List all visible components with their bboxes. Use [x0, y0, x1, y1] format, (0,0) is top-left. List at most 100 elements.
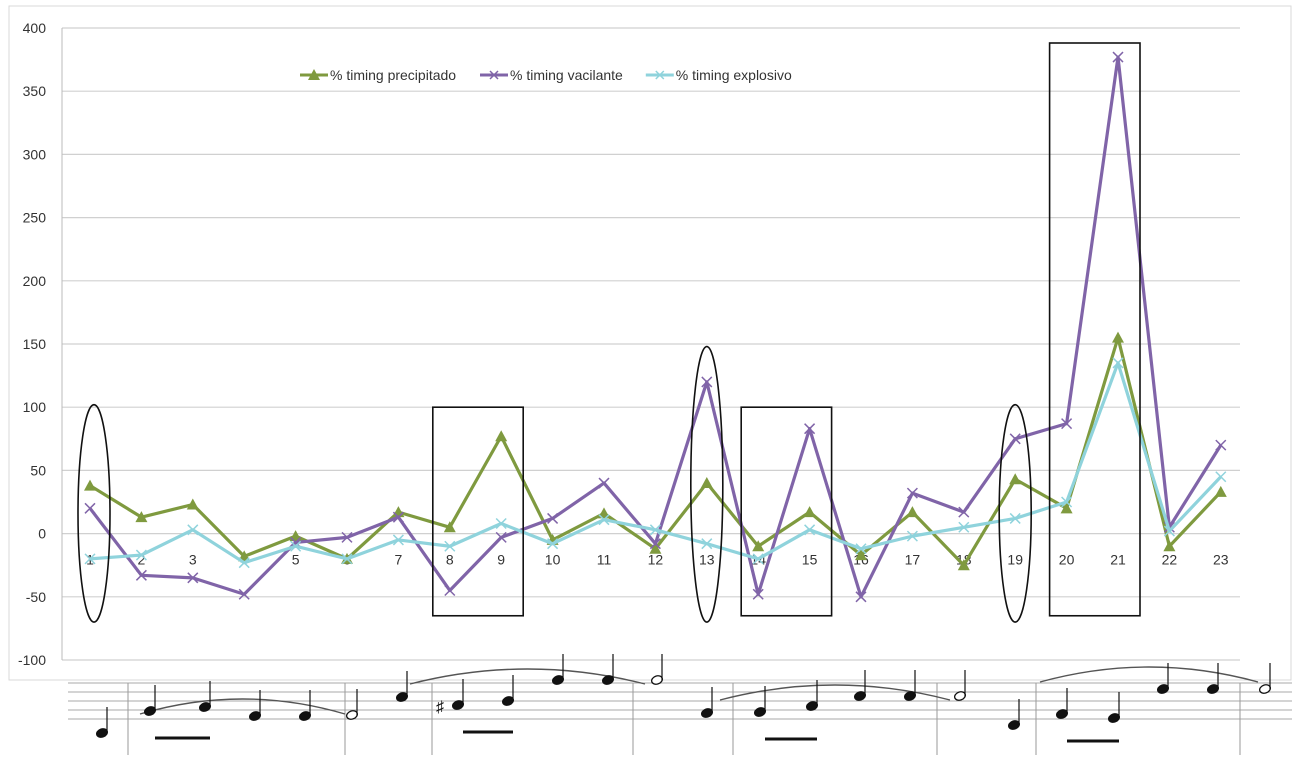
music-note — [502, 675, 514, 706]
legend-marker — [655, 70, 665, 80]
data-point — [495, 531, 507, 543]
music-note — [701, 687, 713, 718]
legend-label: % timing explosivo — [676, 67, 792, 83]
y-tick-label: 300 — [23, 146, 47, 162]
data-point — [598, 477, 610, 489]
slur — [409, 668, 646, 685]
data-point — [701, 376, 713, 388]
slur — [719, 684, 951, 701]
x-tick-label: 10 — [545, 552, 561, 568]
legend-label: % timing vacilante — [510, 67, 623, 83]
data-point — [186, 498, 199, 510]
music-note — [904, 670, 916, 701]
x-tick-label: 15 — [802, 552, 818, 568]
legend-label: % timing precipitado — [330, 67, 456, 83]
music-note — [1157, 663, 1169, 694]
legend-marker — [489, 70, 499, 80]
highlight-box — [740, 406, 833, 617]
music-note — [1259, 663, 1271, 694]
music-note — [1207, 663, 1219, 694]
series-layer — [84, 51, 1227, 603]
x-tick-label: 20 — [1059, 552, 1075, 568]
y-tick-label: 50 — [30, 462, 46, 478]
music-note — [144, 685, 156, 716]
data-point — [804, 524, 816, 536]
legend-item-2: % timing vacilante — [480, 67, 623, 83]
music-note — [806, 680, 818, 711]
data-point — [84, 502, 96, 514]
slur — [1039, 666, 1259, 683]
x-tick-label: 5 — [292, 552, 300, 568]
music-note — [96, 707, 108, 738]
data-point — [392, 534, 404, 546]
data-point — [906, 487, 918, 499]
y-tick-label: 0 — [38, 526, 46, 542]
sharp-sign: ♯ — [436, 699, 444, 716]
data-point — [752, 553, 764, 565]
data-point — [341, 531, 353, 543]
highlight-ellipse — [77, 403, 111, 623]
x-tick-label: 13 — [699, 552, 715, 568]
music-note — [651, 654, 663, 685]
data-point — [392, 511, 404, 523]
music-note — [452, 679, 464, 710]
data-point — [958, 506, 970, 518]
x-tick-label: 8 — [446, 552, 454, 568]
data-point — [547, 538, 559, 550]
music-note — [346, 689, 358, 720]
data-point — [84, 553, 96, 565]
data-point — [855, 549, 867, 561]
data-point — [803, 506, 816, 518]
grid-layer — [62, 27, 1240, 661]
data-point — [1163, 525, 1175, 537]
highlight-box — [1048, 42, 1141, 617]
y-tick-label: 100 — [23, 399, 47, 415]
x-tick-label: 22 — [1162, 552, 1178, 568]
data-point — [444, 540, 456, 552]
music-score: ♯ — [68, 654, 1292, 755]
y-tick-label: 200 — [23, 273, 47, 289]
legend-item-3: % timing explosivo — [645, 67, 792, 83]
x-tick-label: 21 — [1110, 552, 1126, 568]
legend-item-1: % timing precipitado — [300, 67, 456, 83]
data-point — [187, 524, 199, 536]
legend: % timing precipitado % timing vacilante % … — [300, 67, 792, 83]
data-point — [135, 511, 148, 523]
data-point — [855, 543, 867, 555]
data-point — [1215, 439, 1227, 451]
highlight-ellipse — [998, 403, 1033, 623]
music-note — [1108, 692, 1120, 723]
x-tick-label: 23 — [1213, 552, 1229, 568]
data-point — [701, 538, 713, 550]
data-point — [598, 507, 610, 519]
data-point — [238, 588, 250, 600]
slur — [139, 698, 346, 715]
data-point — [495, 430, 508, 442]
data-point — [1009, 433, 1021, 445]
data-point — [1112, 51, 1124, 63]
data-point — [1215, 471, 1227, 483]
x-tick-label: 2 — [138, 552, 146, 568]
data-point — [495, 517, 507, 530]
data-point — [752, 540, 765, 552]
data-point — [1009, 512, 1021, 524]
data-point — [598, 514, 610, 526]
music-note — [754, 686, 766, 717]
music-note — [299, 690, 311, 721]
data-point — [958, 521, 970, 533]
x-tick-label: 11 — [597, 552, 612, 568]
data-point — [135, 569, 147, 581]
data-point — [135, 549, 147, 561]
data-point — [649, 542, 662, 554]
music-note — [1008, 699, 1020, 730]
x-tick-label: 3 — [189, 552, 197, 568]
music-note — [954, 670, 966, 701]
y-axis: -100 -50 0 50 100 150 200 250 300 350 400 — [18, 20, 63, 668]
y-tick-label: 400 — [23, 20, 47, 36]
data-point — [1061, 496, 1073, 508]
data-point — [1009, 473, 1022, 485]
y-tick-label: -100 — [18, 652, 46, 668]
legend-marker — [308, 69, 320, 80]
